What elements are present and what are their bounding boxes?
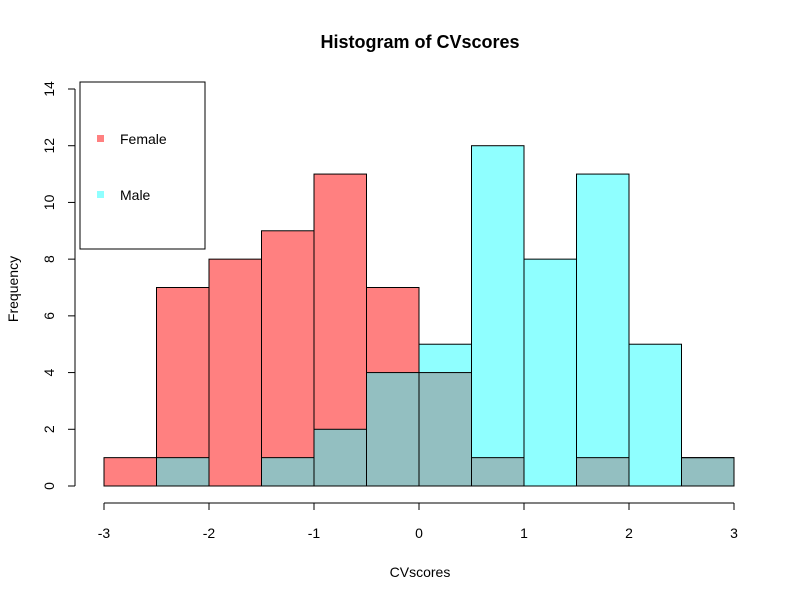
legend: Female Male: [79, 81, 206, 250]
y-tick-label-3: 6: [41, 312, 57, 320]
overlap-bar-4: [314, 429, 367, 486]
male-bar-10: [628, 343, 682, 487]
overlap-bar-1: [156, 457, 209, 486]
overlap-bar-5: [366, 372, 419, 486]
y-tick-label-4: 8: [41, 255, 57, 263]
legend-swatch-female: [97, 135, 104, 142]
female-excess-bar-0: [104, 457, 157, 486]
overlap-bar-11: [681, 457, 734, 486]
y-tick-label-0: 0: [41, 482, 57, 490]
x-axis: -3 -2 -1 0 1 2 3: [98, 502, 738, 541]
x-tick-label-0: -3: [98, 525, 111, 541]
male-bar-9: [576, 173, 630, 487]
x-axis-label: CVscores: [390, 564, 451, 580]
x-tick-label-2: -1: [308, 525, 321, 541]
overlap-bar-7: [471, 457, 524, 486]
y-axis: 0 2 4 6 8 10 12 14: [41, 81, 76, 490]
x-tick-label-6: 3: [730, 525, 738, 541]
female-excess-bar-4: [314, 174, 367, 430]
male-excess-bar-10: [629, 344, 682, 486]
y-tick-label-1: 2: [41, 425, 57, 433]
overlap-bar-6: [419, 372, 472, 486]
y-axis-label: Frequency: [5, 256, 21, 322]
chart-title: Histogram of CVscores: [320, 32, 519, 52]
x-tick-label-5: 2: [625, 525, 633, 541]
y-tick-label-6: 12: [41, 138, 57, 154]
y-tick-label-7: 14: [41, 81, 57, 97]
male-excess-bar-9: [576, 174, 629, 458]
female-excess-bar-2: [209, 259, 262, 486]
x-tick-label-4: 1: [520, 525, 528, 541]
legend-label-male: Male: [120, 187, 151, 203]
female-excess-bar-1: [156, 287, 209, 458]
legend-label-female: Female: [120, 131, 167, 147]
male-excess-bar-6: [419, 344, 472, 373]
female-excess-bar-5: [366, 287, 419, 373]
y-tick-label-2: 4: [41, 368, 57, 376]
x-tick-label-1: -2: [203, 525, 216, 541]
x-tick-label-3: 0: [415, 525, 423, 541]
overlap-bar-3: [261, 457, 314, 486]
overlap-bar-9: [576, 457, 629, 486]
male-excess-bar-8: [524, 259, 577, 486]
bars-group: [103, 145, 735, 487]
male-bar-11: [681, 457, 735, 487]
legend-swatch-male: [97, 191, 104, 198]
legend-box: [79, 81, 206, 250]
y-tick-label-5: 10: [41, 194, 57, 210]
female-excess-bar-3: [261, 230, 314, 458]
male-excess-bar-7: [471, 145, 524, 458]
